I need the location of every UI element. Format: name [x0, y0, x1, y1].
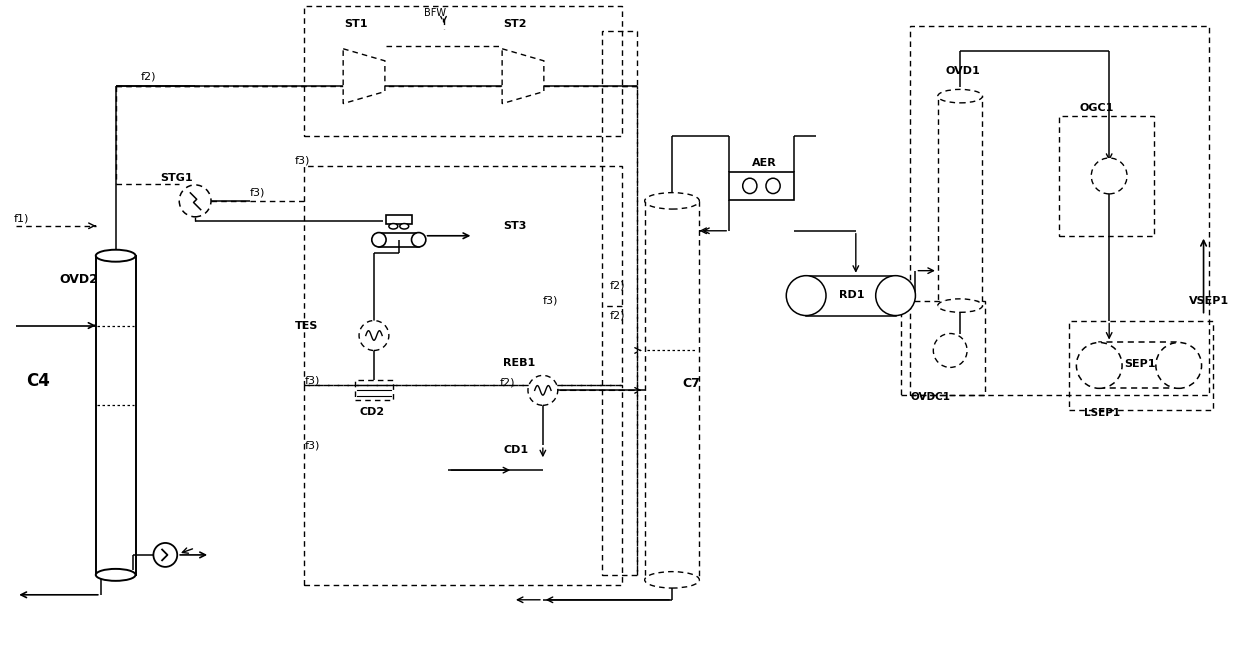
- Ellipse shape: [786, 276, 826, 315]
- Text: CD2: CD2: [360, 407, 384, 417]
- Circle shape: [1091, 158, 1127, 194]
- Bar: [95, 256, 135, 575]
- Bar: [1069, 321, 1214, 410]
- Text: CD1: CD1: [503, 445, 528, 455]
- Ellipse shape: [645, 193, 699, 209]
- Bar: [304, 166, 622, 385]
- Polygon shape: [502, 49, 544, 103]
- Bar: [937, 96, 982, 305]
- Text: f1): f1): [14, 214, 29, 224]
- Ellipse shape: [95, 569, 135, 581]
- Text: ST2: ST2: [503, 19, 527, 30]
- Bar: [1059, 116, 1154, 236]
- Ellipse shape: [412, 233, 425, 247]
- Text: VSEP1: VSEP1: [1189, 296, 1229, 305]
- Text: SEP1: SEP1: [1125, 360, 1156, 370]
- Circle shape: [360, 321, 389, 350]
- Bar: [386, 215, 412, 224]
- Ellipse shape: [937, 299, 982, 312]
- Text: f3): f3): [543, 296, 558, 305]
- Text: f3): f3): [294, 156, 310, 166]
- Bar: [379, 233, 419, 247]
- Text: f2): f2): [609, 280, 625, 291]
- Ellipse shape: [399, 223, 409, 229]
- Text: f3): f3): [304, 375, 320, 385]
- Circle shape: [154, 543, 177, 567]
- Text: C4: C4: [26, 372, 50, 391]
- Ellipse shape: [743, 178, 756, 193]
- Text: f2): f2): [609, 311, 625, 321]
- Bar: [603, 32, 637, 575]
- Text: AER: AER: [751, 158, 776, 168]
- Ellipse shape: [645, 572, 699, 588]
- Circle shape: [180, 185, 211, 217]
- Text: TES: TES: [294, 321, 317, 331]
- Ellipse shape: [937, 89, 982, 103]
- Text: f3): f3): [304, 440, 320, 450]
- Bar: [900, 301, 985, 395]
- Ellipse shape: [1076, 342, 1122, 389]
- Text: C7: C7: [682, 377, 699, 391]
- Text: f3): f3): [249, 188, 265, 198]
- Ellipse shape: [766, 178, 780, 193]
- Ellipse shape: [95, 250, 135, 262]
- Bar: [1099, 342, 1179, 389]
- Polygon shape: [343, 49, 384, 103]
- Ellipse shape: [1156, 342, 1202, 389]
- Text: RD1: RD1: [839, 290, 864, 299]
- Text: STG1: STG1: [160, 173, 193, 183]
- Bar: [729, 172, 794, 200]
- Text: ST3: ST3: [503, 221, 527, 231]
- Ellipse shape: [389, 223, 398, 229]
- Text: f2): f2): [140, 71, 156, 81]
- Bar: [355, 380, 393, 401]
- Text: OVDC1: OVDC1: [910, 393, 951, 403]
- Ellipse shape: [372, 233, 386, 247]
- Bar: [304, 7, 622, 136]
- Text: REB1: REB1: [503, 358, 536, 368]
- Bar: [304, 385, 622, 585]
- Ellipse shape: [875, 276, 915, 315]
- Bar: [645, 201, 699, 580]
- Text: OVD1: OVD1: [945, 66, 980, 76]
- Bar: [910, 26, 1209, 395]
- Text: f2): f2): [500, 377, 516, 387]
- Text: BFW: BFW: [424, 8, 445, 18]
- Circle shape: [934, 333, 967, 368]
- Text: OGC1: OGC1: [1079, 103, 1114, 113]
- Bar: [806, 276, 895, 315]
- Text: LSEP1: LSEP1: [1084, 408, 1121, 418]
- Text: ST1: ST1: [345, 19, 367, 30]
- Text: OVD2: OVD2: [60, 272, 98, 286]
- Circle shape: [528, 375, 558, 405]
